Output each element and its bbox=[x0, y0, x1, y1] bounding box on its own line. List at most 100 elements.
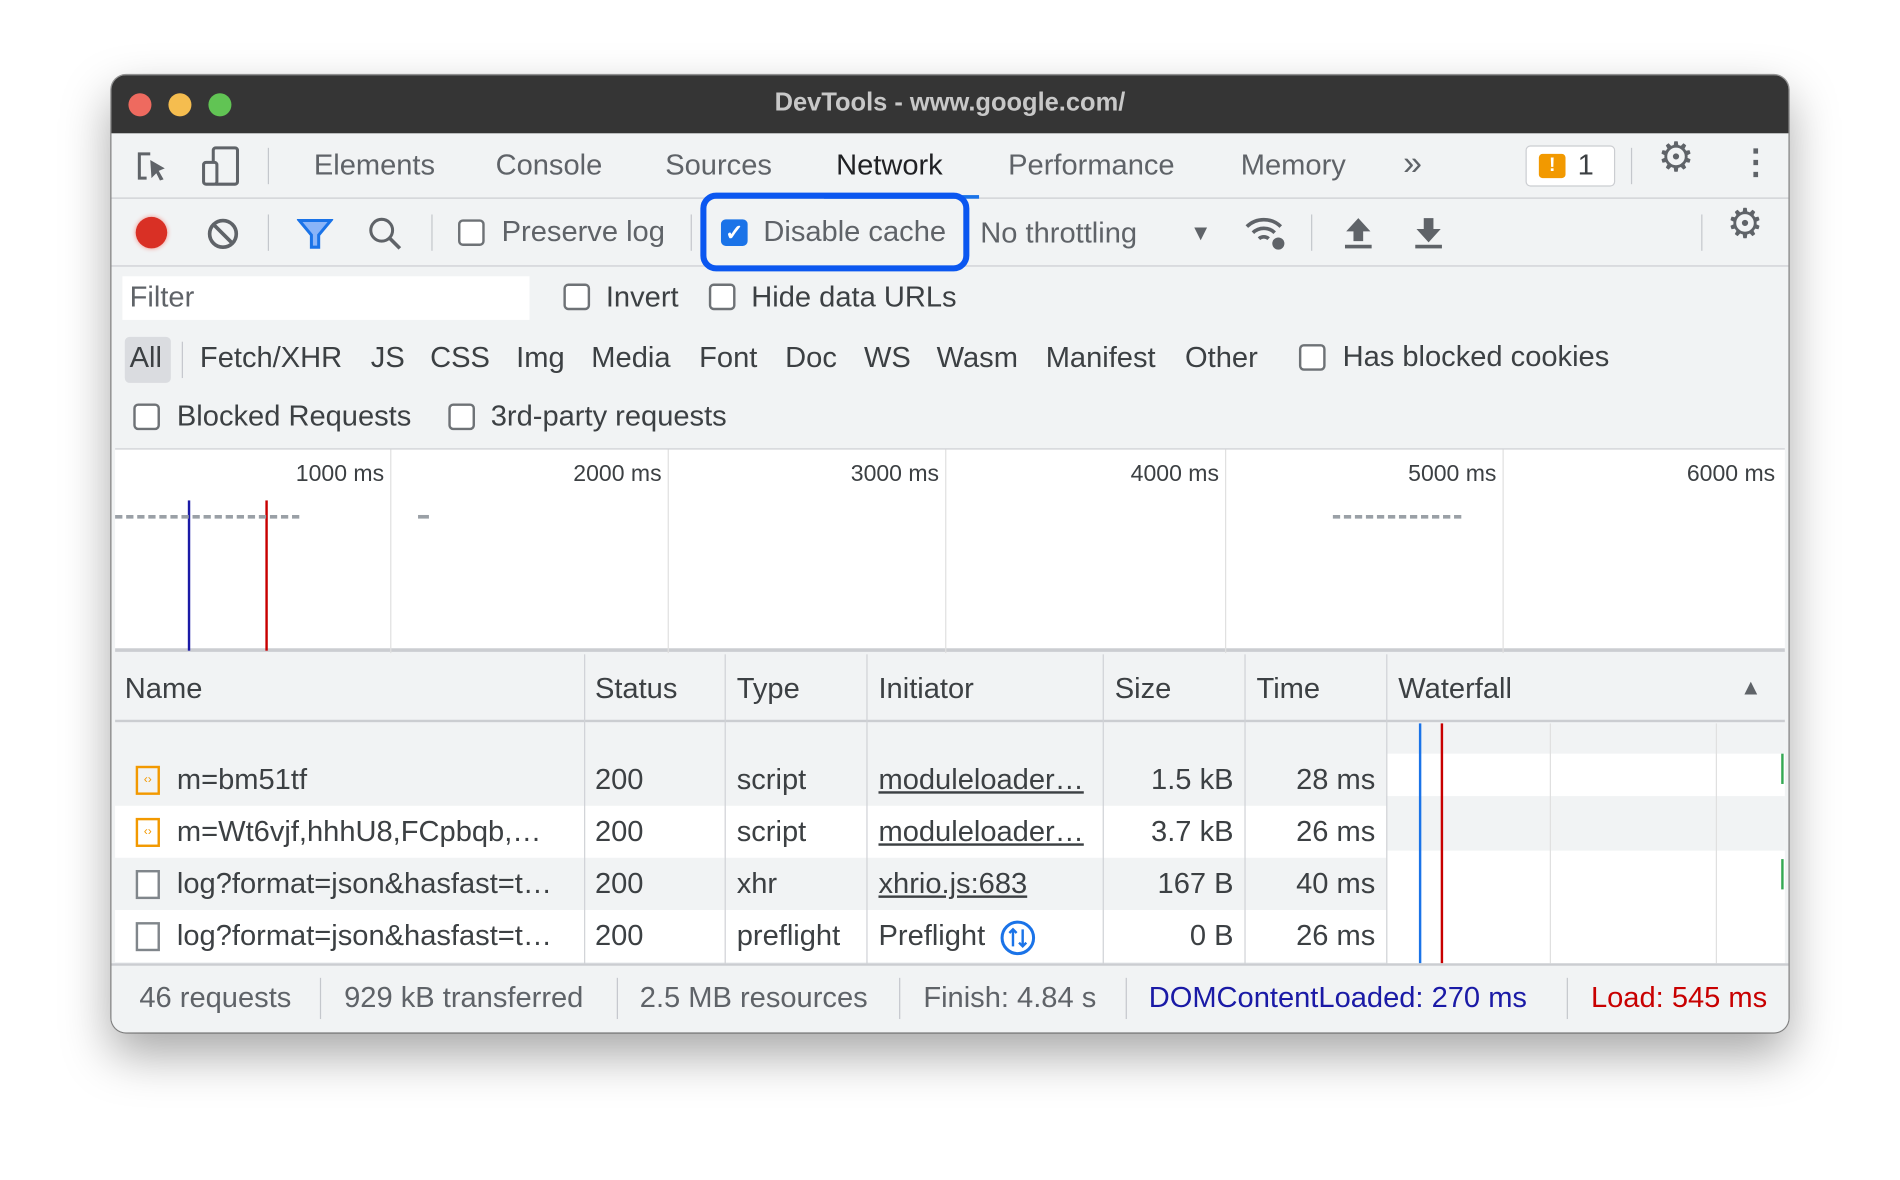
document-file-icon bbox=[135, 870, 160, 900]
column-name[interactable]: Name bbox=[124, 672, 203, 706]
type-filter-font[interactable]: Font bbox=[699, 341, 758, 375]
column-time[interactable]: Time bbox=[1256, 672, 1321, 706]
request-status: 200 bbox=[594, 815, 644, 849]
search-icon[interactable] bbox=[367, 216, 403, 252]
request-initiator: Preflight bbox=[878, 919, 986, 953]
device-toolbar-icon[interactable] bbox=[201, 145, 240, 186]
more-options-icon[interactable]: ⋮ bbox=[1738, 142, 1773, 181]
preflight-icon[interactable] bbox=[1000, 920, 1036, 956]
preserve-log-checkbox[interactable] bbox=[458, 219, 485, 246]
type-filter-doc[interactable]: Doc bbox=[785, 341, 837, 375]
has-blocked-cookies-label: Has blocked cookies bbox=[1342, 340, 1610, 374]
hide-data-urls-label: Hide data URLs bbox=[751, 281, 957, 314]
type-filter-ws[interactable]: WS bbox=[863, 341, 911, 375]
request-time: 28 ms bbox=[1296, 763, 1376, 797]
close-window-button[interactable] bbox=[128, 93, 152, 117]
column-initiator[interactable]: Initiator bbox=[878, 672, 974, 706]
request-initiator-link[interactable]: moduleloader… bbox=[878, 815, 1084, 849]
request-type: xhr bbox=[736, 867, 778, 901]
issues-count: 1 bbox=[1577, 149, 1594, 182]
type-filter-wasm[interactable]: Wasm bbox=[936, 341, 1018, 375]
type-filter-js[interactable]: JS bbox=[370, 341, 405, 375]
window-title: DevTools - www.google.com/ bbox=[111, 75, 1789, 134]
table-row[interactable]: log?format=json&hasfast=t… 200 xhr xhrio… bbox=[115, 857, 1387, 910]
blocked-requests-checkbox[interactable] bbox=[133, 403, 160, 431]
more-tabs-icon[interactable]: » bbox=[1403, 144, 1423, 182]
third-party-requests-checkbox[interactable] bbox=[448, 403, 475, 431]
column-status[interactable]: Status bbox=[594, 672, 678, 706]
third-party-requests-label: 3rd-party requests bbox=[490, 399, 727, 433]
hide-data-urls-checkbox[interactable] bbox=[708, 283, 736, 311]
tab-memory[interactable]: Memory bbox=[1240, 149, 1346, 182]
type-filter-media[interactable]: Media bbox=[591, 341, 671, 375]
issues-button[interactable]: ! 1 bbox=[1525, 145, 1616, 187]
type-filter-fetch-xhr[interactable]: Fetch/XHR bbox=[199, 341, 343, 375]
column-type[interactable]: Type bbox=[736, 672, 800, 706]
type-filter-other[interactable]: Other bbox=[1185, 341, 1258, 375]
preserve-log-label: Preserve log bbox=[501, 215, 665, 249]
request-status: 200 bbox=[594, 867, 644, 901]
tab-elements[interactable]: Elements bbox=[313, 149, 436, 182]
network-settings-gear-icon[interactable]: ⚙ bbox=[1726, 201, 1764, 248]
filter-input[interactable]: Filter bbox=[122, 276, 530, 320]
type-filter-all[interactable] bbox=[124, 336, 171, 383]
tab-bar: Elements Console Sources Network Perform… bbox=[111, 133, 1789, 199]
overview-tick: 6000 ms bbox=[1686, 461, 1776, 488]
overview-tick: 3000 ms bbox=[850, 461, 940, 488]
load-time: Load: 545 ms bbox=[1590, 981, 1768, 1015]
request-bars bbox=[115, 514, 300, 519]
request-time: 26 ms bbox=[1296, 815, 1376, 849]
finish-time: Finish: 4.84 s bbox=[923, 981, 1097, 1015]
status-bar: 46 requests 929 kB transferred 2.5 MB re… bbox=[111, 963, 1789, 1033]
table-row[interactable]: ‹› m=bm51tf 200 script moduleloader… 1.5… bbox=[115, 753, 1387, 806]
request-size: 0 B bbox=[1189, 919, 1234, 953]
tab-sources[interactable]: Sources bbox=[665, 149, 772, 182]
waterfall-load-marker bbox=[1440, 723, 1444, 964]
clear-icon[interactable] bbox=[206, 217, 240, 251]
minimize-window-button[interactable] bbox=[168, 93, 192, 117]
maximize-window-button[interactable] bbox=[208, 93, 232, 117]
type-all-label: All bbox=[129, 341, 162, 375]
type-filter-css[interactable]: CSS bbox=[430, 341, 490, 375]
import-har-icon[interactable] bbox=[1343, 216, 1375, 250]
network-overview-timeline[interactable]: 1000 ms 2000 ms 3000 ms 4000 ms 5000 ms … bbox=[115, 448, 1785, 654]
inspect-element-icon[interactable] bbox=[136, 150, 172, 184]
tab-network[interactable]: Network bbox=[836, 149, 943, 182]
blocked-requests-label: Blocked Requests bbox=[176, 399, 412, 433]
request-count: 46 requests bbox=[139, 981, 292, 1015]
tab-console[interactable]: Console bbox=[495, 149, 603, 182]
sort-ascending-icon[interactable]: ▲ bbox=[1740, 674, 1762, 700]
throttling-select[interactable]: No throttling bbox=[980, 216, 1138, 250]
script-file-icon: ‹› bbox=[135, 817, 160, 847]
record-button[interactable] bbox=[135, 216, 168, 249]
filter-placeholder: Filter bbox=[129, 281, 195, 314]
invert-checkbox[interactable] bbox=[563, 283, 591, 311]
type-filter-manifest[interactable]: Manifest bbox=[1045, 341, 1156, 375]
waterfall-dcl-marker bbox=[1418, 723, 1422, 964]
request-name: m=Wt6vjf,hhhU8,FCpbqb,… bbox=[176, 815, 542, 849]
disable-cache-checkbox[interactable]: ✓ bbox=[720, 219, 748, 246]
request-initiator-link[interactable]: moduleloader… bbox=[878, 763, 1084, 797]
request-initiator-link[interactable]: xhrio.js:683 bbox=[878, 867, 1028, 901]
settings-gear-icon[interactable]: ⚙ bbox=[1657, 134, 1695, 181]
throttling-dropdown-icon[interactable]: ▼ bbox=[1189, 220, 1212, 245]
waterfall-area bbox=[1386, 723, 1785, 964]
filter-icon[interactable] bbox=[296, 217, 334, 251]
request-size: 3.7 kB bbox=[1151, 815, 1234, 849]
devtools-window: DevTools - www.google.com/ Elements Cons… bbox=[111, 75, 1789, 1033]
table-row[interactable]: log?format=json&hasfast=t… 200 preflight… bbox=[115, 909, 1387, 963]
column-waterfall[interactable]: Waterfall bbox=[1398, 672, 1512, 706]
network-conditions-icon[interactable] bbox=[1244, 214, 1290, 253]
request-type: preflight bbox=[736, 919, 841, 953]
type-filter-img[interactable]: Img bbox=[516, 341, 565, 375]
request-status: 200 bbox=[594, 919, 644, 953]
tab-performance[interactable]: Performance bbox=[1008, 149, 1175, 182]
request-time: 26 ms bbox=[1296, 919, 1376, 953]
export-har-icon[interactable] bbox=[1413, 216, 1445, 250]
overview-tick: 5000 ms bbox=[1408, 461, 1497, 488]
has-blocked-cookies-checkbox[interactable] bbox=[1298, 344, 1326, 371]
dcl-marker bbox=[187, 500, 191, 651]
column-size[interactable]: Size bbox=[1114, 672, 1172, 706]
waterfall-bar bbox=[1781, 859, 1784, 890]
table-row[interactable]: ‹› m=Wt6vjf,hhhU8,FCpbqb,… 200 script mo… bbox=[115, 805, 1387, 858]
